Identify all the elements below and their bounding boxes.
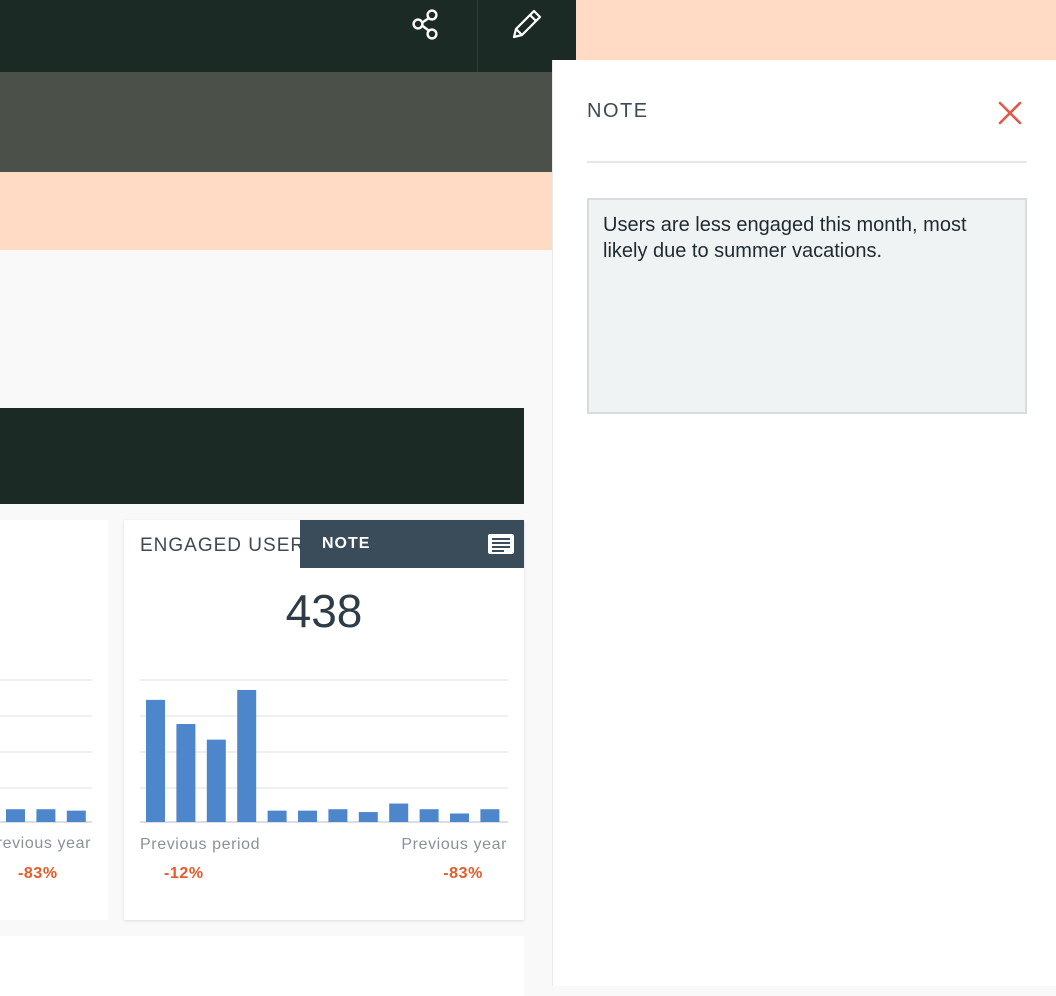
chart-bar (176, 724, 196, 822)
card-title: ENGAGED USERS (140, 535, 319, 556)
bottom-widget-card (0, 936, 524, 996)
top-toolbar (0, 0, 576, 72)
left-previous-year-value: -83% (18, 865, 58, 882)
note-badge[interactable]: NOTE (300, 520, 524, 568)
left-widget-card: Previous year -83% (0, 520, 108, 920)
panel-divider (587, 161, 1027, 163)
engaged-users-bar-chart (140, 679, 508, 823)
chart-bar (358, 812, 378, 822)
chart-bar (328, 809, 348, 822)
chart-bar (267, 810, 287, 822)
share-button[interactable] (396, 0, 456, 48)
dashboard-background (0, 250, 552, 408)
filter-bar (0, 172, 552, 250)
dashboard-banner (0, 72, 552, 172)
chart-bar (206, 739, 226, 822)
chart-bar (450, 813, 469, 822)
previous-year-value: -83% (443, 865, 483, 882)
share-icon (412, 9, 438, 40)
chart-bar (480, 809, 500, 822)
chart-bar (146, 699, 165, 822)
toolbar-divider (477, 0, 478, 72)
note-badge-label: NOTE (322, 535, 371, 552)
section-header (0, 408, 524, 504)
chart-bar (36, 809, 56, 822)
chart-bar (298, 810, 317, 822)
note-lines-icon (488, 534, 514, 554)
chart-bar (66, 810, 86, 822)
left-previous-year-label: Previous year (0, 835, 91, 852)
previous-period-value: -12% (164, 865, 204, 882)
left-bar-chart (0, 679, 92, 823)
chart-bar (237, 689, 257, 822)
chart-bar (419, 809, 439, 822)
chart-bar (389, 803, 409, 822)
peach-header-strip (576, 0, 1056, 60)
note-textarea[interactable]: Users are less engaged this month, most … (587, 198, 1027, 414)
previous-period-label: Previous period (140, 836, 261, 853)
chart-bar (6, 809, 25, 822)
close-icon (998, 101, 1022, 125)
engaged-users-card: ENGAGED USERS NOTE 438 Previous period -… (124, 520, 524, 920)
note-panel: NOTE Users are less engaged this month, … (552, 60, 1056, 986)
edit-button[interactable] (496, 0, 556, 48)
pencil-icon (512, 9, 542, 39)
previous-year-label: Previous year (401, 836, 507, 853)
close-button[interactable] (995, 98, 1025, 128)
engaged-users-value: 438 (285, 585, 363, 637)
note-panel-title: NOTE (587, 100, 649, 122)
